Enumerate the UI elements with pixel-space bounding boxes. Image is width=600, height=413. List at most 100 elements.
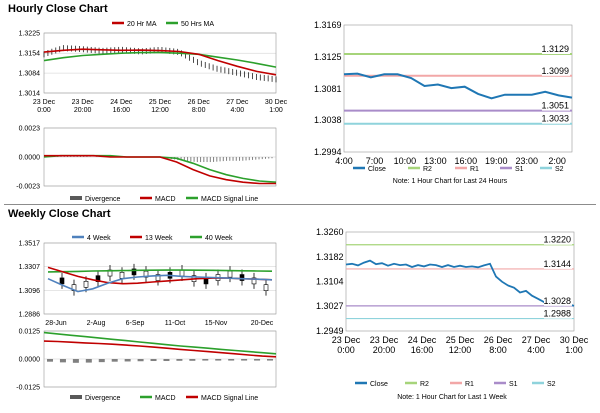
legend-13-week-label: 13 Week: [145, 235, 173, 242]
hourly-macd-signal-line: [43, 154, 277, 183]
weekly-x-tick: 15-Nov: [205, 320, 228, 327]
weekly-macd-line: [43, 331, 277, 355]
w-level-s2-label-bg: [544, 308, 572, 319]
hourly-ma20-line: [43, 48, 277, 76]
legend-weekly1w-r1-label: R1: [465, 381, 474, 388]
weekly-divergence-bar: [72, 359, 79, 363]
weekly-divergence-bar: [241, 359, 248, 361]
legend-hourly-divergence-label: Divergence: [85, 196, 121, 203]
weekly-candle-body: [119, 271, 125, 279]
hourly24-x-tick: 16:00: [455, 156, 478, 166]
weekly-divergence-bar: [163, 359, 170, 362]
weekly-candle-body: [227, 270, 233, 278]
weekly1w-y-tick: 1.3182: [316, 252, 344, 262]
weekly-candle-body: [83, 280, 89, 288]
w-level-r2-label-bg: [544, 234, 572, 245]
legend-weekly1w-r2-label: R2: [420, 381, 429, 388]
weekly-macd-y-tick: -0.0125: [16, 385, 40, 392]
legend-weekly-macd-signal-label: MACD Signal Line: [201, 395, 258, 402]
weekly1w-y-tick: 1.2949: [316, 326, 344, 336]
hourly24-x-tick: 7:00: [366, 156, 384, 166]
weekly-x-tick: 2-Aug: [87, 320, 106, 327]
weekly-4wk-line: [47, 274, 273, 293]
legend-weekly1w-s1-label: S1: [509, 381, 518, 388]
legend-weekly-macd-label: MACD: [155, 395, 176, 402]
weekly1w-x-tick-time: 12:00: [449, 345, 472, 355]
weekly1w-x-tick: 30 Dec: [560, 335, 589, 345]
level-r2-label: 1.3129: [541, 44, 569, 54]
weekly1w-x-tick-time: 0:00: [337, 345, 355, 355]
weekly-x-tick: 28-Jun: [45, 320, 67, 327]
hourly-y-tick: 1.3154: [19, 51, 41, 58]
hourly-x-tick: 30 Dec: [265, 99, 288, 106]
hourly-macd-y-tick: 0.0000: [19, 155, 41, 162]
weekly-y-tick: 1.3307: [19, 264, 41, 271]
level-s1-label: 1.3051: [541, 101, 569, 111]
hourly-x-tick-time: 12:00: [151, 107, 169, 114]
weekly1w-x-tick: 23 Dec: [370, 335, 399, 345]
hourly24-close-line: [343, 72, 573, 100]
weekly-candle-body: [155, 274, 161, 281]
legend-hourly24-close-label: Close: [368, 166, 386, 173]
hourly24-x-tick: 10:00: [394, 156, 417, 166]
hourly-x-tick: 24 Dec: [110, 99, 133, 106]
weekly1w-x-tick: 26 Dec: [484, 335, 513, 345]
weekly-divergence-bar: [202, 359, 209, 361]
weekly1w-y-tick: 1.3027: [316, 301, 344, 311]
level-r1-label: 1.3099: [541, 66, 569, 76]
level-s2-label-bg: [542, 113, 570, 124]
level-r2-label-bg: [542, 44, 570, 55]
weekly1w-y-tick: 1.3104: [316, 277, 344, 287]
legend-hourly24-s2-label: S2: [555, 166, 564, 173]
legend-hourly-divergence-swatch: [70, 196, 82, 200]
hourly-x-tick-time: 4:00: [231, 107, 245, 114]
weekly-divergence-bar: [189, 359, 196, 361]
weekly1w-x-tick-time: 4:00: [527, 345, 545, 355]
level-r1-label-bg: [542, 65, 570, 76]
weekly1w-x-tick: 25 Dec: [446, 335, 475, 345]
hourly-x-tick: 26 Dec: [188, 99, 211, 106]
hourly-x-tick-time: 8:00: [192, 107, 206, 114]
weekly-divergence-bar: [85, 359, 92, 363]
weekly-candle-body: [59, 277, 65, 285]
hourly24-y-tick: 1.3081: [314, 84, 342, 94]
hourly-x-tick: 23 Dec: [33, 99, 56, 106]
w-level-r1-label: 1.3144: [543, 259, 571, 269]
weekly-candle-body: [239, 274, 245, 281]
hourly24-y-tick: 1.3125: [314, 52, 342, 62]
weekly-candle-body: [179, 269, 185, 277]
hourly24-frame: [343, 24, 573, 153]
hourly24-y-tick: 1.3169: [314, 20, 342, 30]
hourly-y-tick: 1.3225: [19, 31, 41, 38]
hourly-x-tick-time: 20:00: [74, 107, 92, 114]
hourly-x-tick: 23 Dec: [72, 99, 95, 106]
legend-weekly1w-s2-label: S2: [547, 381, 556, 388]
weekly1w-x-tick-time: 1:00: [565, 345, 583, 355]
hourly24-x-tick: 2:00: [548, 156, 566, 166]
legend-hourly-macd-label: MACD: [155, 196, 176, 203]
weekly1w-x-tick-time: 20:00: [373, 345, 396, 355]
weekly-divergence-bar: [111, 359, 118, 362]
hourly-x-tick: 25 Dec: [149, 99, 172, 106]
w-level-r1-label-bg: [544, 258, 572, 269]
weekly-macd-y-tick: 0.0125: [19, 329, 41, 336]
legend-weekly-divergence-label: Divergence: [85, 395, 121, 402]
weekly-x-tick: 11-Oct: [165, 320, 186, 327]
weekly-divergence-bar: [124, 359, 131, 362]
level-s2-label: 1.3033: [541, 114, 569, 124]
hourly24-x-tick: 23:00: [515, 156, 538, 166]
weekly-40wk-line: [47, 269, 273, 273]
hourly-ma50-line: [43, 51, 277, 68]
legend-50hrs-ma-label: 50 Hrs MA: [181, 21, 214, 28]
hourly-macd-y-tick: 0.0023: [19, 126, 41, 133]
weekly-divergence-bar: [137, 359, 144, 362]
weekly-divergence-bar: [254, 359, 261, 361]
weekly-candle-body: [263, 284, 269, 291]
hourly24-x-tick: 4:00: [335, 156, 353, 166]
hourly24-y-tick: 1.2994: [314, 147, 342, 157]
level-s1-label-bg: [542, 100, 570, 111]
hourly-macd-y-tick: -0.0023: [16, 184, 40, 191]
weekly-x-tick: 20-Dec: [251, 320, 274, 327]
hourly-y-tick: 1.3014: [19, 91, 41, 98]
